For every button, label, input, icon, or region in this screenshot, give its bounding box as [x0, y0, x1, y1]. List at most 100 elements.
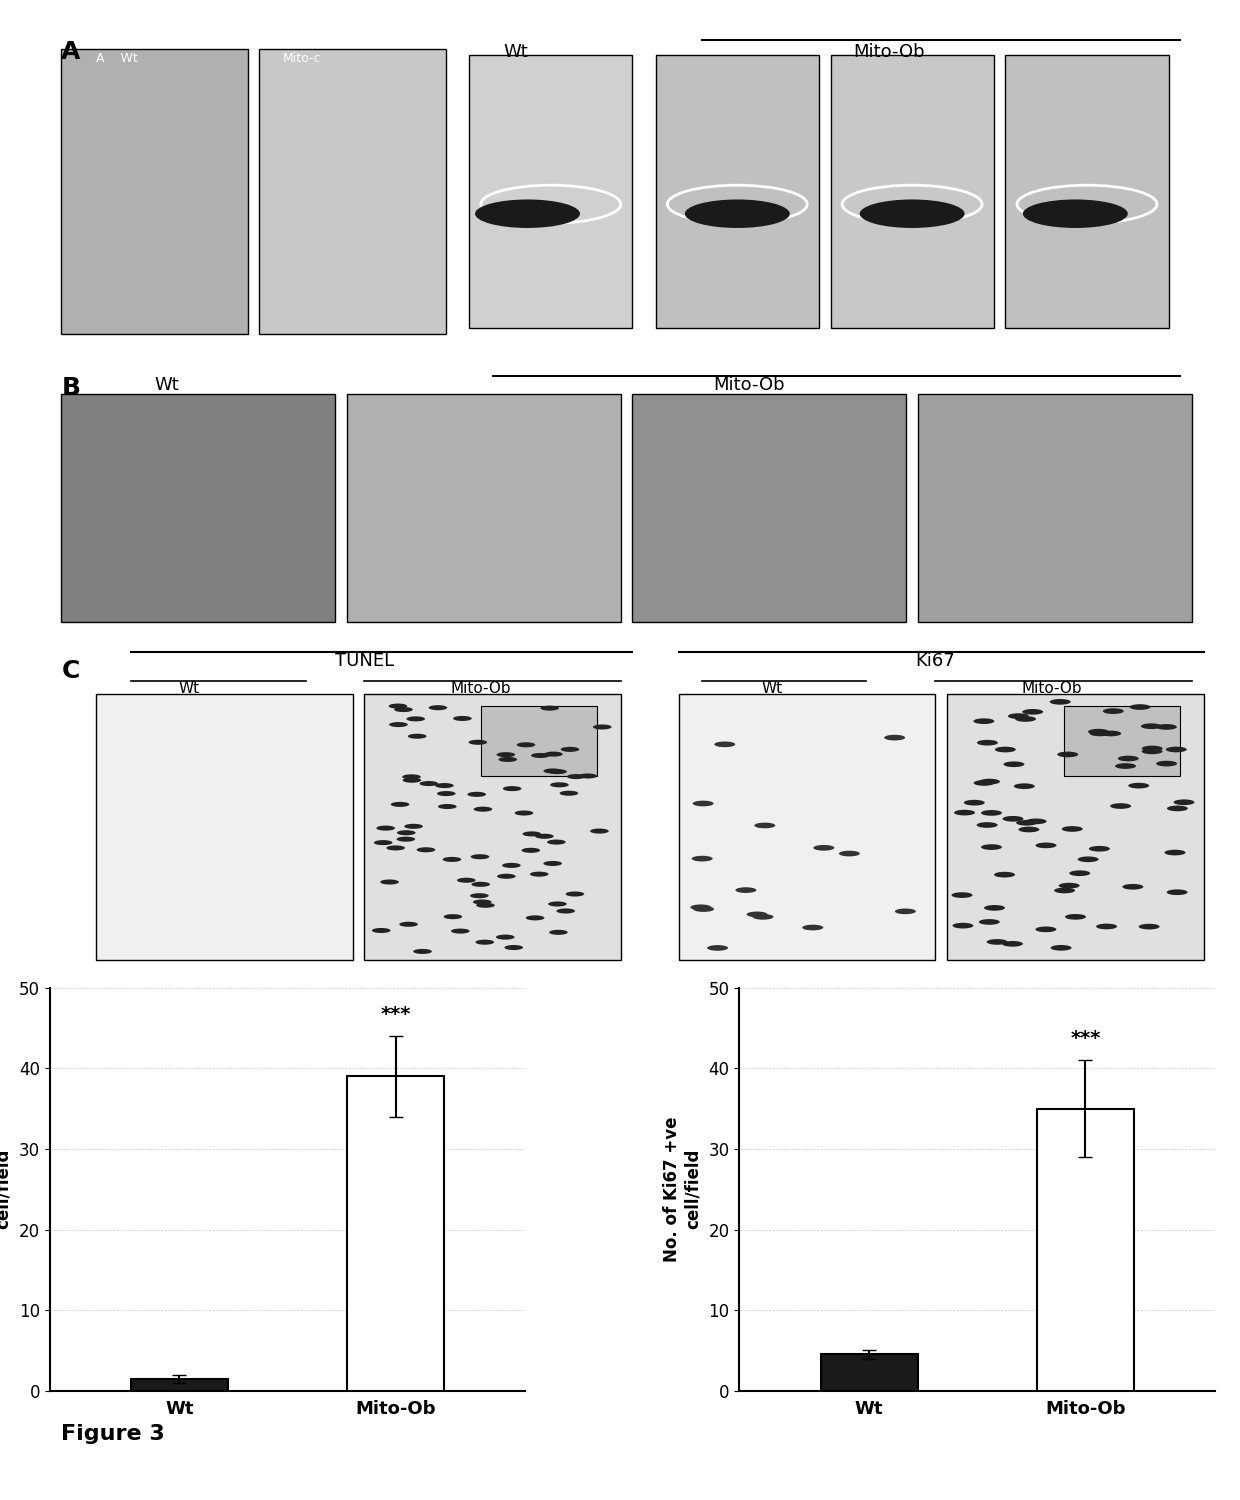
Circle shape [952, 922, 973, 928]
Text: Mito-Ob: Mito-Ob [853, 42, 925, 60]
Circle shape [1100, 730, 1121, 736]
Circle shape [502, 786, 522, 790]
Circle shape [954, 810, 975, 816]
Circle shape [529, 871, 548, 876]
Circle shape [388, 704, 407, 708]
Circle shape [963, 800, 985, 806]
Circle shape [1142, 746, 1163, 752]
Circle shape [399, 921, 418, 927]
FancyBboxPatch shape [1006, 56, 1168, 327]
Circle shape [397, 830, 415, 836]
Circle shape [980, 778, 999, 784]
Circle shape [1156, 760, 1177, 766]
Text: Wt: Wt [503, 42, 528, 60]
Circle shape [1018, 827, 1039, 833]
Circle shape [1090, 730, 1111, 736]
Circle shape [1138, 924, 1159, 930]
Circle shape [973, 780, 994, 786]
Circle shape [1059, 884, 1080, 888]
FancyBboxPatch shape [1064, 706, 1180, 776]
FancyBboxPatch shape [831, 56, 993, 327]
Circle shape [471, 882, 490, 886]
Circle shape [693, 801, 713, 807]
Circle shape [714, 741, 735, 747]
Text: Ki67: Ki67 [915, 652, 955, 670]
Circle shape [467, 792, 486, 796]
Circle shape [502, 862, 521, 868]
Circle shape [565, 891, 584, 897]
Circle shape [419, 782, 438, 786]
Circle shape [1050, 699, 1070, 705]
FancyBboxPatch shape [61, 50, 248, 334]
Text: Wt: Wt [761, 681, 782, 696]
Text: Wt: Wt [155, 376, 180, 394]
Circle shape [1008, 714, 1029, 718]
Circle shape [435, 783, 454, 788]
Text: Mito-Ob: Mito-Ob [450, 681, 511, 696]
Circle shape [1130, 704, 1151, 710]
Circle shape [753, 914, 774, 920]
Text: Wt: Wt [179, 681, 200, 696]
Circle shape [1002, 816, 1023, 822]
Circle shape [1023, 200, 1128, 228]
Circle shape [684, 200, 790, 228]
Circle shape [1102, 708, 1123, 714]
Text: A    Wt: A Wt [97, 53, 138, 64]
FancyBboxPatch shape [97, 693, 352, 960]
Circle shape [387, 846, 405, 850]
Circle shape [1014, 783, 1035, 789]
Circle shape [474, 807, 492, 812]
Bar [1037, 1108, 1135, 1390]
Circle shape [526, 915, 544, 921]
Circle shape [451, 928, 470, 933]
Circle shape [541, 705, 559, 711]
Text: B: B [61, 376, 81, 400]
Circle shape [593, 724, 611, 729]
Circle shape [884, 735, 905, 741]
Circle shape [1117, 756, 1138, 762]
Text: A: A [61, 39, 81, 63]
Circle shape [407, 717, 425, 722]
FancyBboxPatch shape [632, 394, 906, 622]
Circle shape [1016, 821, 1037, 825]
Circle shape [1078, 856, 1099, 862]
FancyBboxPatch shape [61, 394, 335, 622]
Circle shape [1054, 888, 1075, 894]
FancyBboxPatch shape [259, 50, 446, 334]
Circle shape [1058, 752, 1079, 758]
Circle shape [1164, 849, 1185, 855]
Circle shape [531, 753, 549, 758]
FancyBboxPatch shape [680, 693, 935, 960]
Circle shape [475, 939, 494, 945]
Text: C: C [61, 658, 79, 682]
Circle shape [560, 747, 579, 752]
Circle shape [475, 200, 580, 228]
Circle shape [557, 909, 575, 914]
Circle shape [548, 902, 567, 906]
Circle shape [981, 844, 1002, 850]
FancyBboxPatch shape [656, 56, 818, 327]
Circle shape [754, 822, 775, 828]
Circle shape [408, 734, 427, 740]
Circle shape [470, 892, 489, 898]
Circle shape [994, 871, 1016, 877]
Text: Figure 3: Figure 3 [61, 1424, 165, 1444]
Circle shape [1141, 723, 1162, 729]
Circle shape [534, 834, 554, 839]
Circle shape [544, 752, 563, 756]
Circle shape [1087, 729, 1109, 735]
Circle shape [977, 740, 998, 746]
Circle shape [1115, 764, 1136, 770]
FancyBboxPatch shape [469, 56, 632, 327]
Circle shape [404, 824, 423, 830]
Circle shape [458, 878, 476, 884]
Circle shape [472, 900, 491, 904]
Circle shape [443, 856, 461, 862]
Circle shape [1166, 747, 1187, 753]
Circle shape [373, 840, 393, 844]
Circle shape [1035, 927, 1056, 932]
Circle shape [578, 774, 598, 778]
Circle shape [692, 856, 713, 861]
Circle shape [559, 790, 578, 796]
Circle shape [403, 777, 422, 783]
